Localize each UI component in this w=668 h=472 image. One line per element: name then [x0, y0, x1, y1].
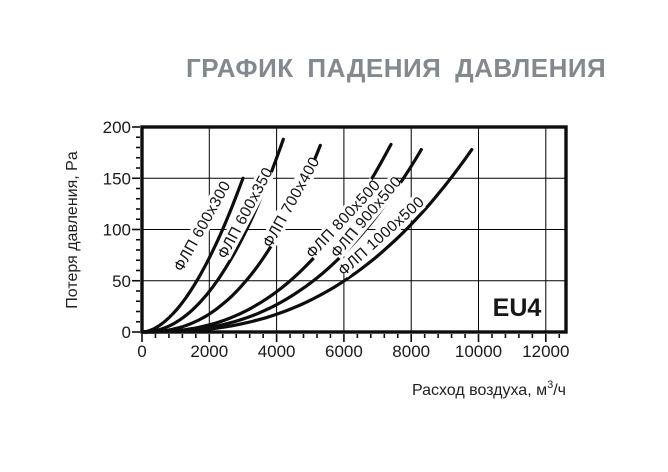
chart-title: ГРАФИК ПАДЕНИЯ ДАВЛЕНИЯ	[186, 53, 607, 83]
series-label-mask	[171, 179, 233, 273]
x-tick-label: 6000	[325, 342, 363, 361]
y-axis-title: Потеря давления, Pa	[64, 151, 81, 309]
series-curve-1	[140, 176, 245, 334]
series-label-group: ФЛП 700x400	[260, 154, 324, 250]
y-tick-label: 200	[103, 118, 131, 137]
x-tick-label: 10000	[455, 342, 502, 361]
series-label-mask	[214, 166, 276, 260]
axis-ticks	[132, 126, 561, 342]
y-tick-label: 50	[112, 272, 131, 291]
x-tick-label: 8000	[392, 342, 430, 361]
series-label-mask	[328, 174, 404, 260]
x-axis-title: Расход воздуха, м3/ч	[412, 379, 566, 399]
x-tick-label: 0	[137, 342, 146, 361]
y-tick-label: 150	[103, 169, 131, 188]
series-label-mask	[336, 194, 426, 278]
series-label-mask	[260, 155, 322, 249]
x-tick-label: 4000	[258, 342, 296, 361]
series-curve-6	[140, 148, 474, 334]
series-label: ФЛП 700x400	[260, 154, 324, 250]
y-tick-label: 0	[122, 323, 131, 342]
plot-area-border	[140, 125, 568, 334]
x-tick-label: 12000	[522, 342, 569, 361]
x-tick-label: 2000	[190, 342, 228, 361]
filter-class-badge: EU4	[493, 294, 542, 322]
y-tick-label: 100	[103, 221, 131, 240]
series-label-mask	[303, 177, 383, 261]
